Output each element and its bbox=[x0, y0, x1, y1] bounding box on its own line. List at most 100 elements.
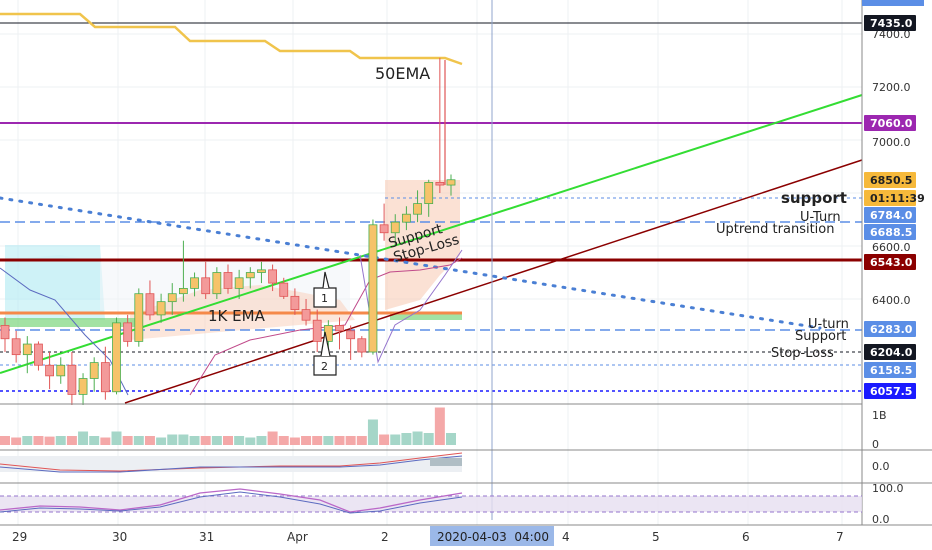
candle-body bbox=[212, 272, 222, 295]
ema-50-line bbox=[0, 12, 463, 66]
price-tag: 6204.0 bbox=[864, 344, 916, 360]
candle-body bbox=[290, 295, 300, 311]
crosshair-time-tag bbox=[430, 526, 554, 546]
x-tick-label: Apr bbox=[287, 530, 308, 544]
volume-bar bbox=[167, 434, 178, 445]
y-tick-label: 6400.0 bbox=[872, 294, 911, 307]
candle-body bbox=[368, 224, 378, 353]
volume-bar bbox=[11, 437, 22, 445]
volume-bar bbox=[44, 436, 55, 445]
price-tag: 6543.0 bbox=[864, 254, 916, 270]
candle-body bbox=[413, 203, 422, 215]
price-tag-label: 01:11:39 bbox=[870, 192, 925, 205]
callout-2-label: 2 bbox=[321, 360, 328, 373]
candle-body bbox=[279, 282, 289, 297]
price-tag-label: 6204.0 bbox=[870, 346, 913, 359]
price-tag: 6784.0 bbox=[864, 207, 916, 223]
price-tag: 6283.0 bbox=[864, 321, 916, 337]
rsi-pane bbox=[0, 488, 862, 514]
x-tick-label: 31 bbox=[199, 530, 214, 544]
volume-bar bbox=[446, 433, 456, 445]
green-band bbox=[0, 318, 140, 327]
volume-bar bbox=[178, 434, 189, 445]
annotation-uturn: U-Turn bbox=[800, 210, 841, 225]
y-tick-label: 7000.0 bbox=[872, 136, 911, 149]
x-tick-label: 4 bbox=[562, 530, 570, 544]
x-tick-label: 2 bbox=[381, 530, 389, 544]
volume-bar bbox=[245, 437, 256, 445]
callout-1-label: 1 bbox=[321, 292, 328, 305]
cloud-salmon-right bbox=[385, 180, 460, 310]
x-tick-label: 7 bbox=[836, 530, 844, 544]
price-tag-label: 6283.0 bbox=[870, 323, 913, 336]
candle-body bbox=[156, 301, 166, 316]
callout-2: 2 bbox=[313, 331, 337, 376]
price-tag-label: 6158.5 bbox=[870, 364, 912, 377]
candle-body bbox=[424, 181, 434, 204]
volume-bar bbox=[111, 431, 122, 445]
volume-bar bbox=[144, 436, 155, 445]
volume-bar bbox=[323, 436, 334, 445]
price-tags: 7435.0 7060.0 6850.5 01:11:39 6784.0 6688.5 65… bbox=[864, 15, 925, 399]
callout-1: 1 bbox=[313, 271, 337, 308]
candle-body bbox=[312, 319, 322, 342]
y-tick-label: 7200.0 bbox=[872, 81, 911, 94]
volume-bar bbox=[334, 436, 345, 445]
volume-bar bbox=[267, 431, 278, 445]
y-axis: 7400.0 7200.0 7000.0 6600.0 6400.0 1B 0 … bbox=[872, 28, 911, 526]
pink-indicator-line bbox=[189, 257, 463, 396]
candle-body bbox=[178, 287, 188, 295]
candle-body bbox=[112, 322, 121, 393]
volume-bar bbox=[89, 436, 100, 445]
green-band-right bbox=[390, 312, 462, 320]
price-tag-label: 6057.5 bbox=[870, 385, 912, 398]
volume-bar bbox=[390, 434, 401, 445]
volume-bar bbox=[256, 436, 267, 445]
candle-body bbox=[257, 269, 266, 273]
candle-body bbox=[335, 325, 344, 332]
candle-body bbox=[67, 364, 77, 395]
macd-label-0: 0.0 bbox=[872, 460, 890, 473]
candle-body bbox=[201, 277, 211, 295]
volume-bar bbox=[0, 436, 10, 445]
candle-body bbox=[22, 343, 32, 356]
candle-body bbox=[435, 181, 445, 186]
annotation-stoploss-lower: Stop-Loss bbox=[771, 346, 834, 361]
annotation-support-lower: Support bbox=[795, 329, 846, 344]
price-tag: 6057.5 bbox=[864, 383, 916, 399]
red-trendline bbox=[124, 159, 863, 404]
crosshair-time-label: 2020-04-03 04:00 bbox=[437, 530, 549, 544]
volume-bar bbox=[133, 436, 144, 445]
x-tick-label: 29 bbox=[12, 530, 27, 544]
annotation-support-right: support bbox=[781, 189, 847, 207]
candle-body bbox=[401, 213, 411, 223]
price-tag: 7060.0 bbox=[864, 115, 916, 131]
volume-label-0: 0 bbox=[872, 438, 879, 451]
annotation-uptrend: Uptrend transition bbox=[716, 222, 834, 237]
volume-bar bbox=[100, 437, 111, 445]
top-cut-tag bbox=[862, 0, 924, 6]
candle-body bbox=[167, 293, 177, 303]
price-tag: 7435.0 bbox=[864, 15, 916, 31]
candle-body bbox=[301, 309, 311, 321]
volume-bar bbox=[22, 436, 33, 445]
candle-body bbox=[245, 272, 255, 279]
candle-body bbox=[145, 293, 155, 316]
volume-bar bbox=[345, 436, 356, 445]
volume-bar bbox=[401, 433, 412, 445]
volume-bar bbox=[278, 436, 289, 445]
candle-body bbox=[268, 269, 278, 284]
candle-body bbox=[390, 221, 400, 234]
candle-body bbox=[11, 338, 21, 356]
price-tag-label: 6688.5 bbox=[870, 226, 912, 239]
candle-body bbox=[357, 338, 367, 353]
candle-body bbox=[234, 277, 244, 289]
candle-body bbox=[446, 179, 456, 186]
candle-body bbox=[78, 378, 88, 395]
candle-body bbox=[89, 362, 99, 379]
y-tick-label: 6600.0 bbox=[872, 241, 911, 254]
cloud-left-upper bbox=[5, 255, 100, 300]
volume-bar bbox=[211, 436, 222, 445]
candle-body bbox=[346, 330, 356, 340]
